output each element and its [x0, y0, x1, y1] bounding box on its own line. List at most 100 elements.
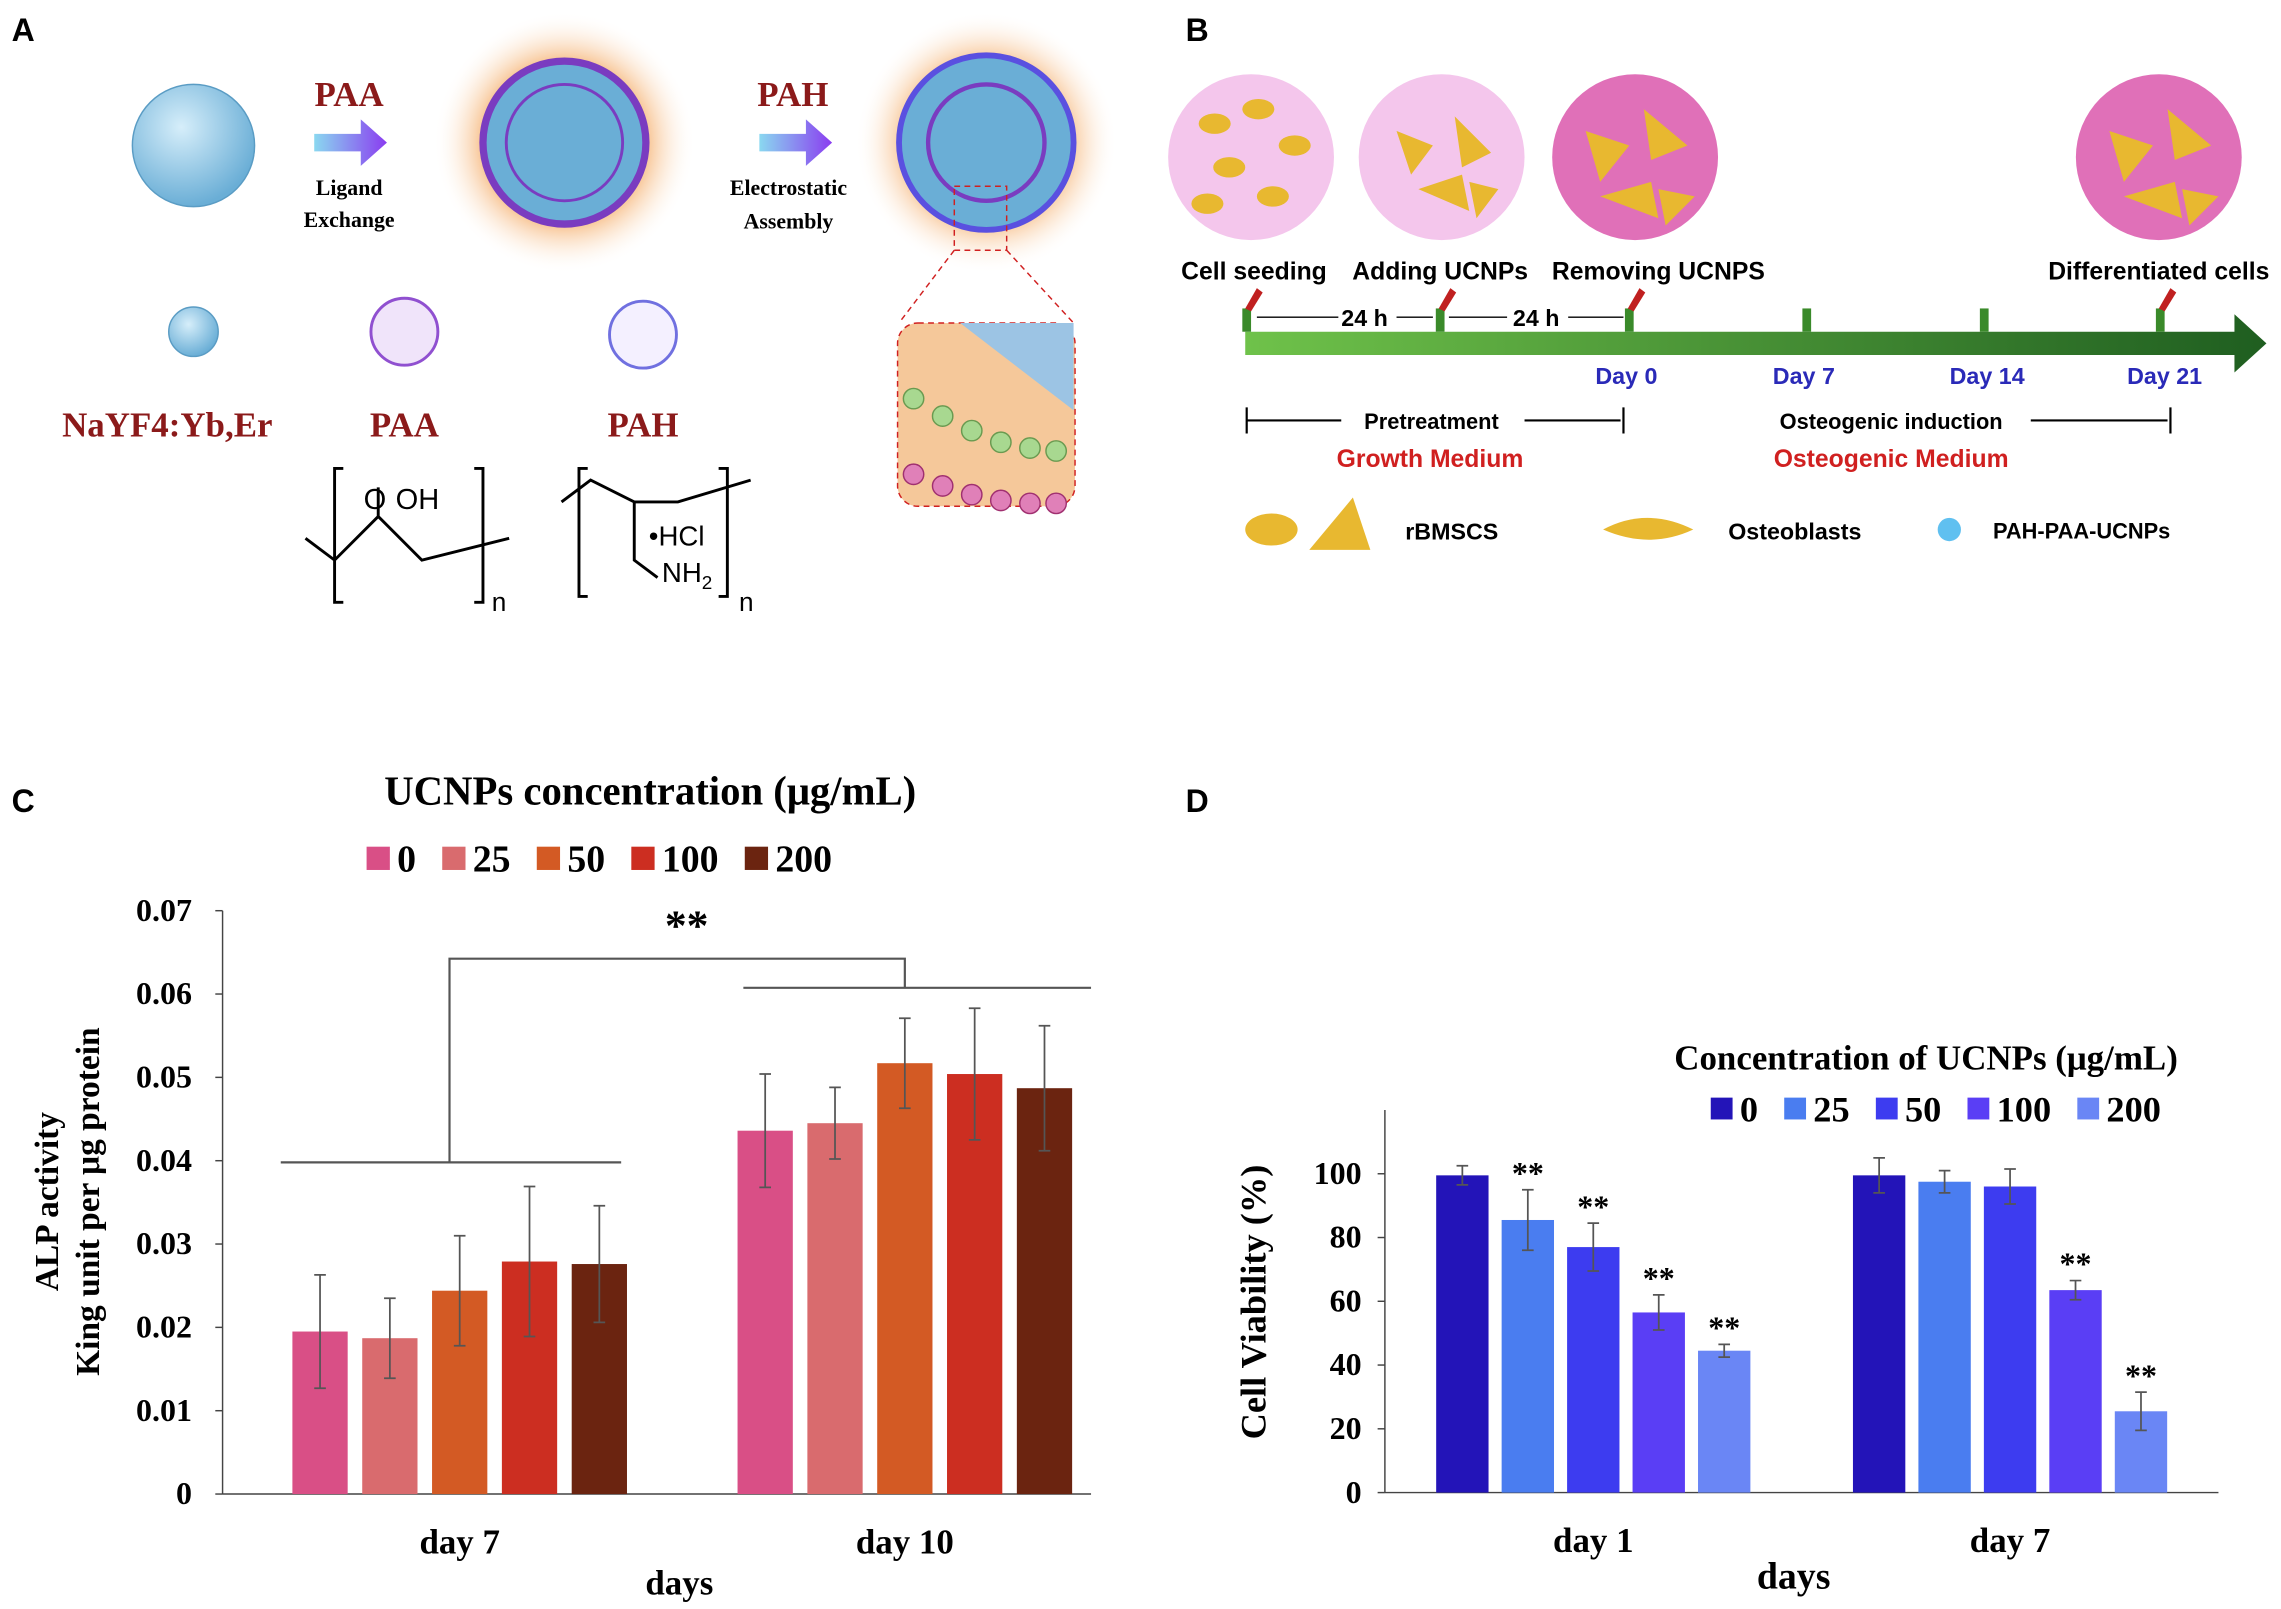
formula: NH2: [662, 557, 712, 594]
y-tick-label: 0.04: [136, 1142, 192, 1178]
legend-sphere: [608, 299, 678, 370]
legend-swatch: [1967, 1097, 1990, 1120]
y-tick-label: 20: [1330, 1410, 1362, 1446]
chart-title: Concentration of UCNPs (μg/mL): [1674, 1038, 2178, 1077]
mesh: [925, 82, 1047, 203]
error-bar: [1873, 1156, 1885, 1194]
formula: n: [739, 587, 754, 617]
legend-label: 100: [1997, 1089, 2052, 1129]
timeline-ticks: [1242, 308, 2165, 332]
legend-label: 200: [2106, 1089, 2161, 1129]
interval-label: 24 h: [1341, 305, 1388, 331]
panel-label: A: [12, 12, 35, 48]
y-tick-label: 60: [1330, 1282, 1362, 1318]
legend-sphere: [369, 296, 440, 367]
core-sphere: [131, 83, 256, 208]
y-tick-label: 80: [1330, 1219, 1362, 1255]
step-text: Electrostatic: [730, 176, 847, 200]
bar: [1698, 1350, 1751, 1493]
panel-c: C UCNPs concentration (μg/mL) ** days AL…: [12, 769, 1092, 1602]
panel-a: A PAA Ligand Exchange PAH Electrostatic …: [12, 11, 1118, 617]
y-tick-label: 100: [1314, 1155, 1362, 1191]
legend-swatch: [366, 846, 390, 870]
panel-d: D Concentration of UCNPs (μg/mL) days Ce…: [1186, 783, 2219, 1598]
x-tick-label: day 7: [1970, 1521, 2050, 1560]
error-bar: [453, 1234, 466, 1347]
x-tick-label: day 10: [856, 1523, 954, 1562]
pointers: [1245, 288, 2177, 312]
cell-dish: [1168, 74, 1334, 241]
bar: [1567, 1247, 1620, 1493]
phase-arrows: [1245, 407, 2172, 434]
legend-label: Osteoblasts: [1728, 519, 1861, 545]
panel-label: C: [12, 783, 35, 819]
medium-label: Growth Medium: [1337, 446, 1524, 473]
bar: [1436, 1175, 1489, 1493]
legend-label: 0: [1740, 1089, 1758, 1129]
bar: [807, 1123, 863, 1495]
bar: [1852, 1175, 1906, 1493]
error-bar: [759, 1073, 772, 1189]
y-tick-label: 0: [1346, 1474, 1362, 1510]
error-bar: [2135, 1391, 2147, 1432]
significance-label: **: [2060, 1246, 2092, 1282]
bar: [1983, 1186, 2037, 1493]
day-label: Day 21: [2127, 363, 2202, 389]
legend-label: 200: [775, 839, 832, 881]
bar: [1501, 1219, 1555, 1493]
stage-label: Adding UCNPs: [1352, 258, 1528, 285]
significance-label: **: [1708, 1310, 1740, 1346]
significance-label: **: [1577, 1188, 1609, 1224]
step-name: PAH: [757, 75, 828, 114]
error-bar: [1718, 1343, 1731, 1358]
formula: •HCl: [649, 521, 705, 552]
bar: [737, 1130, 793, 1495]
error-bar: [384, 1297, 396, 1380]
y-tick-label: 0.01: [136, 1392, 192, 1428]
arrow: [759, 119, 833, 166]
error-bar: [523, 1185, 536, 1338]
error-bar: [968, 1007, 981, 1141]
bar: [2049, 1290, 2102, 1493]
formula: n: [492, 587, 507, 617]
cells: [1191, 98, 2219, 226]
step-text: Ligand: [316, 176, 383, 200]
legend-swatch: [1784, 1097, 1807, 1120]
error-bar: [1938, 1169, 1951, 1194]
legend-label: 50: [567, 839, 605, 881]
icon-rbmscs: [1309, 497, 1371, 550]
significance-bracket: [280, 957, 1092, 1164]
error-bar: [1587, 1222, 1600, 1272]
icon-rbmscs: [1245, 513, 1298, 546]
error-bar: [1038, 1024, 1051, 1152]
error-bar: [829, 1086, 841, 1160]
medium-label: Osteogenic Medium: [1774, 446, 2009, 473]
bar: [1632, 1312, 1685, 1493]
cell-dish: [1552, 74, 1719, 241]
step-name: PAA: [315, 75, 384, 114]
icon-ucnp: [1937, 517, 1961, 542]
day-label: Day 7: [1773, 363, 1835, 389]
zoom-box: [953, 185, 1008, 251]
phase-label: Osteogenic induction: [1780, 409, 2003, 434]
negative-charges: [902, 387, 1068, 462]
phase-label: Pretreatment: [1364, 409, 1499, 434]
x-axis-label: days: [645, 1563, 713, 1602]
stage-label: Differentiated cells: [2048, 258, 2269, 285]
error-bar: [593, 1204, 606, 1324]
y-tick-label: 40: [1330, 1346, 1362, 1382]
error-bar: [1456, 1164, 1469, 1186]
legend-sphere: [168, 306, 219, 358]
significance-label: **: [2125, 1357, 2157, 1393]
annotation: **: [665, 902, 709, 950]
bar: [947, 1074, 1003, 1495]
y-tick-label: 0.03: [136, 1225, 192, 1261]
legend-label: rBMSCS: [1405, 519, 1498, 545]
timeline: [1245, 314, 2267, 373]
legend-label: PAH: [607, 405, 678, 444]
y-tick-label: 0.02: [136, 1309, 192, 1345]
step-text: Exchange: [304, 208, 395, 232]
stage-label: Cell seeding: [1181, 258, 1327, 285]
error-bar: [314, 1273, 326, 1390]
stage-label: Removing UCNPS: [1552, 258, 1765, 285]
